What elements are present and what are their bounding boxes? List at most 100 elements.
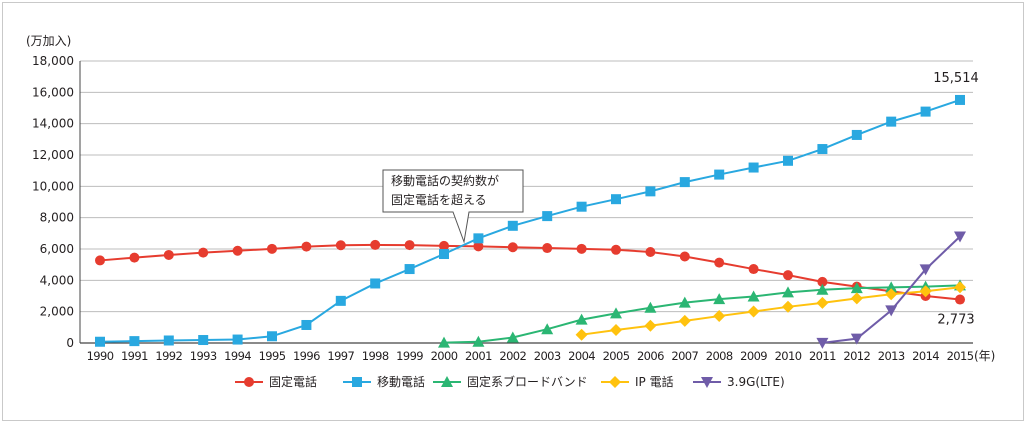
data-point bbox=[747, 305, 760, 318]
data-point bbox=[645, 246, 656, 257]
y-tick-label: 8,000 bbox=[40, 211, 74, 225]
data-point bbox=[955, 294, 965, 305]
y-tick-label: 4,000 bbox=[40, 273, 74, 287]
y-axis-label: (万加入) bbox=[26, 34, 71, 48]
data-point bbox=[679, 251, 690, 262]
y-axis-ticks: 0 2,000 4,000 6,000 8,000 10,000 12,000 14,000 1… bbox=[32, 54, 74, 350]
data-point bbox=[954, 281, 966, 294]
data-point bbox=[850, 292, 863, 305]
x-axis-ticks: 1990 1991 1992 1993 1994 1995 1996 1997 1998 1999… bbox=[87, 349, 975, 363]
data-point bbox=[506, 331, 519, 343]
y-tick-label: 18,000 bbox=[32, 54, 74, 68]
data-point bbox=[611, 244, 621, 255]
data-point bbox=[198, 247, 209, 258]
x-tick-label: 2001 bbox=[465, 349, 492, 363]
x-tick-label: 2007 bbox=[671, 349, 698, 363]
annotation-line-1: 移動電話の契約数が bbox=[391, 173, 499, 188]
x-tick-label: 1994 bbox=[224, 349, 251, 363]
data-point bbox=[439, 240, 449, 251]
data-point bbox=[850, 282, 863, 294]
data-point bbox=[782, 286, 794, 298]
data-point bbox=[850, 333, 863, 345]
data-point bbox=[713, 293, 726, 305]
series-line bbox=[581, 286, 961, 336]
data-point bbox=[611, 194, 621, 205]
series-line bbox=[443, 284, 961, 344]
x-tick-label: 2000 bbox=[431, 349, 458, 363]
x-tick-label: 2002 bbox=[499, 349, 526, 363]
x-tick-label: 2009 bbox=[740, 349, 767, 363]
data-point bbox=[610, 307, 622, 319]
y-tick-label: 6,000 bbox=[40, 242, 74, 256]
data-point bbox=[919, 264, 932, 276]
x-tick-label: 1998 bbox=[362, 349, 389, 363]
series-4 bbox=[575, 281, 966, 341]
data-point bbox=[575, 328, 588, 341]
data-label: 2,773 bbox=[937, 313, 974, 328]
data-point bbox=[609, 376, 621, 388]
data-point bbox=[817, 276, 828, 287]
x-tick-label: 1992 bbox=[155, 349, 182, 363]
data-point bbox=[644, 319, 657, 332]
data-point bbox=[507, 242, 518, 253]
data-point bbox=[244, 377, 254, 387]
data-point bbox=[747, 290, 760, 302]
line-chart: (万加入) (年) 0 2,000 4,000 6,000 8,000 10,000 12,… bbox=[26, 34, 995, 389]
data-point bbox=[441, 376, 453, 387]
series-layer bbox=[95, 94, 966, 349]
x-tick-label: 1993 bbox=[190, 349, 217, 363]
series-line bbox=[99, 99, 961, 343]
data-point bbox=[232, 245, 243, 256]
data-label: 15,514 bbox=[933, 71, 979, 86]
data-point bbox=[541, 323, 554, 335]
data-point bbox=[701, 377, 713, 388]
data-point bbox=[576, 243, 587, 254]
data-point bbox=[232, 334, 243, 345]
annotation-callout: 移動電話の契約数が 固定電話を超える bbox=[382, 169, 524, 244]
series-2 bbox=[95, 94, 965, 347]
y-tick-label: 12,000 bbox=[32, 148, 74, 162]
annotation-line-2: 固定電話を超える bbox=[391, 192, 487, 207]
data-point bbox=[370, 278, 381, 289]
data-point bbox=[301, 319, 312, 330]
series-1 bbox=[95, 239, 965, 305]
x-tick-label: 1990 bbox=[87, 349, 114, 363]
legend-item-3: 固定系ブロードバンド bbox=[433, 374, 588, 389]
data-point bbox=[678, 296, 691, 308]
data-point bbox=[198, 335, 209, 346]
x-tick-label: 2012 bbox=[843, 349, 870, 363]
y-tick-label: 0 bbox=[66, 336, 74, 350]
legend-item-1: 固定電話 bbox=[235, 374, 317, 389]
data-point bbox=[816, 296, 829, 309]
data-point bbox=[95, 336, 105, 347]
legend-label: IP 電話 bbox=[635, 374, 674, 389]
data-point bbox=[885, 305, 898, 317]
data-point bbox=[919, 285, 932, 298]
legend-item-4: IP 電話 bbox=[601, 374, 674, 389]
data-point bbox=[267, 243, 277, 254]
x-tick-label: 1997 bbox=[327, 349, 354, 363]
data-point bbox=[644, 301, 657, 313]
x-tick-label: 2014 bbox=[912, 349, 939, 363]
data-point bbox=[885, 288, 898, 301]
legend-label: 移動電話 bbox=[377, 374, 425, 389]
data-point bbox=[473, 233, 484, 244]
data-point bbox=[542, 243, 553, 254]
data-point bbox=[885, 281, 898, 293]
y-tick-label: 16,000 bbox=[32, 85, 74, 99]
data-point bbox=[129, 336, 140, 347]
data-point bbox=[783, 155, 793, 166]
data-point bbox=[954, 231, 966, 243]
data-point bbox=[267, 331, 277, 342]
data-point bbox=[507, 220, 518, 231]
data-point bbox=[816, 337, 829, 349]
gridlines bbox=[79, 60, 973, 344]
data-point bbox=[748, 162, 759, 173]
data-point bbox=[335, 295, 346, 306]
data-labels: 15,514 2,773 bbox=[933, 71, 979, 328]
data-point bbox=[645, 186, 656, 197]
data-point bbox=[713, 310, 726, 323]
data-point bbox=[920, 106, 931, 117]
data-point bbox=[163, 249, 174, 260]
